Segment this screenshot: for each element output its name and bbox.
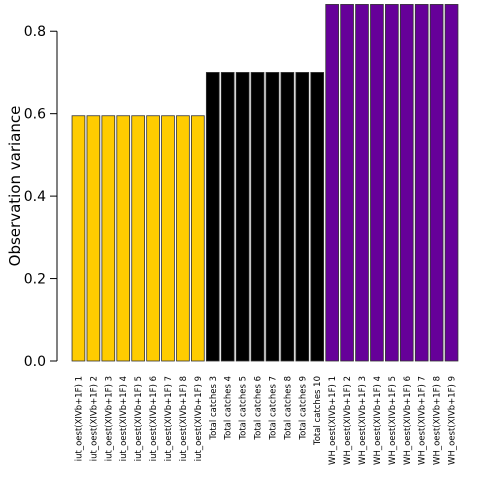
bar [444, 4, 459, 362]
bar [385, 4, 399, 362]
bar [355, 4, 369, 362]
bar [235, 72, 250, 362]
y-tick-label: 0.8 [24, 24, 46, 40]
x-tick-label: Total catches 7 [268, 376, 278, 441]
bar [101, 115, 116, 362]
x-tick-label: WH_oest(XIVb+1F) 8 [433, 376, 443, 465]
bar [340, 4, 354, 362]
x-axis-labels: iut_oest(XIVb+1F) 1 iut_oest(XIVb+1F) 2 iu… [74, 376, 457, 465]
bar [325, 4, 339, 362]
x-tick-label: WH_oest(XIVb+1F) 5 [388, 376, 398, 465]
bar [71, 115, 86, 362]
bar [176, 115, 190, 362]
bar [370, 4, 384, 362]
x-tick-label: Total catches 3 [209, 376, 219, 441]
bar [265, 72, 280, 362]
x-tick-label: iut_oest(XIVb+1F) 9 [194, 376, 204, 461]
x-tick-label: iut_oest(XIVb+1F) 5 [134, 376, 144, 461]
bar [86, 115, 101, 362]
bar [131, 115, 145, 362]
x-tick-label: Total catches 9 [298, 376, 308, 441]
bar [116, 115, 131, 362]
bar [310, 72, 325, 362]
bar [161, 115, 175, 362]
x-tick-label: iut_oest(XIVb+1F) 2 [89, 376, 99, 461]
x-tick-label: Total catches 10 [313, 376, 323, 446]
y-tick-label: 0.0 [24, 354, 46, 370]
bar [205, 72, 220, 362]
x-tick-label: iut_oest(XIVb+1F) 1 [74, 376, 84, 461]
x-tick-label: iut_oest(XIVb+1F) 4 [119, 376, 129, 461]
x-tick-label: Total catches 6 [254, 376, 264, 441]
bar [399, 4, 414, 362]
x-tick-label: Total catches 4 [224, 376, 234, 441]
y-tick-label: 0.6 [24, 107, 46, 123]
x-tick-label: iut_oest(XIVb+1F) 6 [149, 376, 159, 461]
x-tick-label: WH_oest(XIVb+1F) 2 [343, 376, 353, 465]
bar [146, 115, 160, 362]
bar [220, 72, 235, 362]
bar [280, 72, 295, 362]
bar [295, 72, 310, 362]
y-axis-title: Observation variance [6, 106, 24, 267]
bar [250, 72, 265, 362]
x-tick-label: WH_oest(XIVb+1F) 3 [358, 376, 368, 465]
bar [429, 4, 444, 362]
x-tick-label: WH_oest(XIVb+1F) 9 [448, 376, 458, 465]
x-tick-label: iut_oest(XIVb+1F) 7 [164, 376, 174, 461]
bars [71, 4, 459, 362]
y-tick-label: 0.2 [24, 272, 46, 288]
x-tick-label: WH_oest(XIVb+1F) 4 [373, 376, 383, 465]
bar [414, 4, 429, 362]
x-tick-label: WH_oest(XIVb+1F) 7 [418, 376, 428, 465]
x-tick-label: WH_oest(XIVb+1F) 1 [328, 376, 338, 465]
x-tick-label: WH_oest(XIVb+1F) 6 [403, 376, 413, 465]
y-axis: 0.0 0.2 0.4 0.6 0.8 [24, 24, 58, 370]
x-tick-label: Total catches 5 [239, 376, 249, 441]
x-tick-label: iut_oest(XIVb+1F) 3 [104, 376, 114, 461]
x-tick-label: iut_oest(XIVb+1F) 8 [179, 376, 189, 461]
bar [191, 115, 205, 362]
y-tick-label: 0.4 [24, 189, 46, 205]
x-tick-label: Total catches 8 [283, 376, 293, 441]
